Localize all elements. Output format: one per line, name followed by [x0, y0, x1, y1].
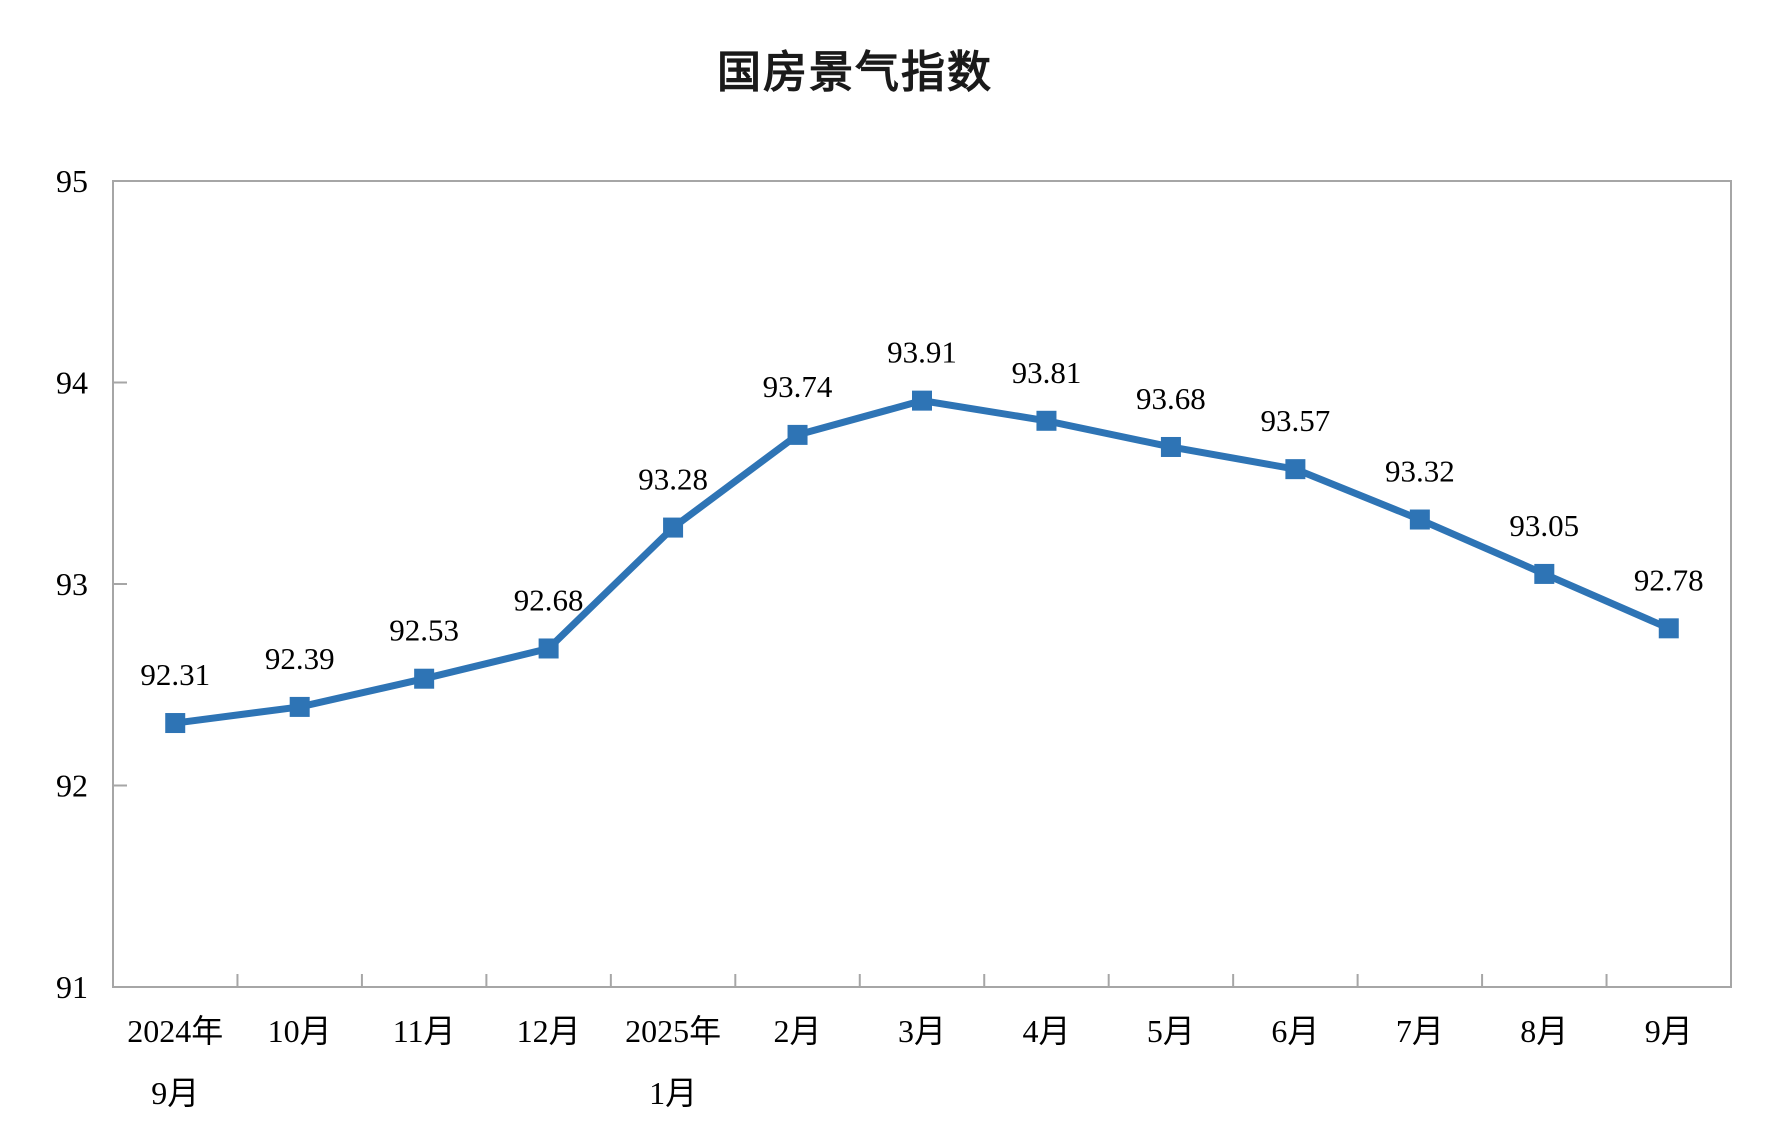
data-point-label: 92.39: [265, 641, 335, 676]
y-axis-label: 95: [56, 163, 88, 199]
x-axis-label: 10月: [268, 1013, 332, 1049]
data-point-marker: [663, 517, 684, 538]
data-point-marker: [1285, 459, 1306, 480]
data-point-label: 93.28: [638, 462, 708, 497]
data-point-label: 93.81: [1012, 355, 1082, 390]
data-point-label: 93.91: [887, 335, 957, 370]
chart-title: 国房景气指数: [717, 48, 993, 97]
data-point-label: 93.32: [1385, 454, 1455, 489]
x-axis-label: 11月: [393, 1013, 456, 1049]
x-axis-label: 2024年: [127, 1013, 223, 1049]
x-axis-label: 2025年: [625, 1013, 721, 1049]
data-point-label: 92.68: [514, 582, 584, 617]
y-axis-label: 91: [56, 969, 88, 1005]
x-axis-label: 4月: [1022, 1013, 1070, 1049]
x-axis-label: 6月: [1271, 1013, 1319, 1049]
data-point-marker: [414, 668, 435, 689]
y-axis-label: 92: [56, 768, 88, 804]
data-point-marker: [912, 390, 932, 411]
x-axis-label: 2月: [774, 1013, 822, 1049]
data-point-label: 92.53: [389, 613, 459, 648]
data-point-marker: [1409, 509, 1430, 530]
x-axis-label: 5月: [1147, 1013, 1195, 1049]
data-point-label: 93.57: [1261, 403, 1331, 438]
x-axis-label: 9月: [1645, 1013, 1693, 1049]
data-point-marker: [787, 424, 808, 445]
x-axis-label: 12月: [517, 1013, 581, 1049]
data-point-marker: [538, 638, 559, 659]
data-point-label: 93.74: [763, 369, 833, 404]
data-point-label: 93.68: [1136, 381, 1206, 416]
data-point-marker: [1658, 618, 1679, 639]
data-point-label: 92.78: [1634, 562, 1704, 597]
data-point-label: 93.05: [1509, 508, 1579, 543]
x-axis-label: 8月: [1520, 1013, 1568, 1049]
y-axis-label: 93: [56, 566, 88, 602]
x-axis-label: 9月: [151, 1075, 199, 1111]
data-point-marker: [165, 713, 186, 734]
data-point-marker: [1534, 563, 1555, 584]
x-axis-label: 7月: [1396, 1013, 1444, 1049]
data-point-label: 92.31: [140, 657, 210, 692]
x-axis-label: 3月: [898, 1013, 946, 1049]
series-line: [171, 397, 1673, 727]
data-point-marker: [1160, 436, 1181, 457]
plot-area-border: [112, 180, 1732, 988]
data-point-marker: [1036, 410, 1057, 431]
y-axis-label: 94: [56, 365, 88, 401]
data-point-marker: [289, 696, 310, 717]
x-axis-label: 1月: [649, 1075, 697, 1111]
